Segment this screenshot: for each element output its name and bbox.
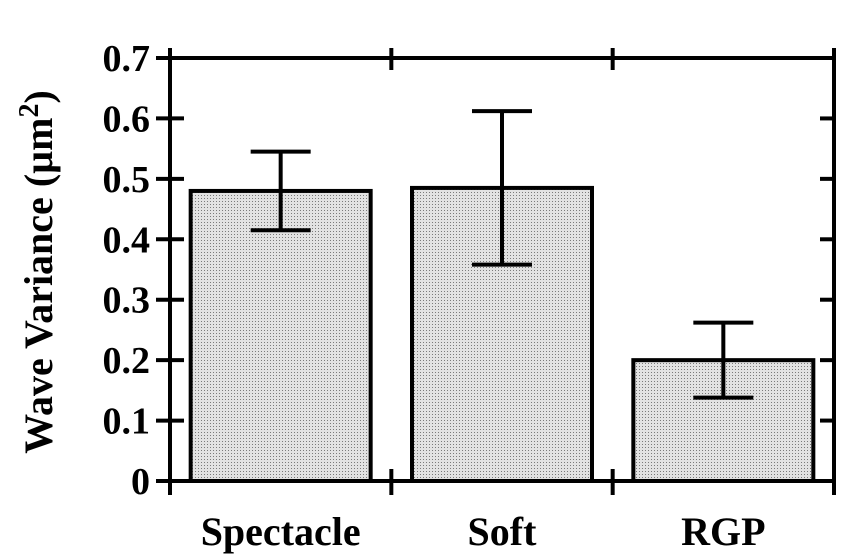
y-tick-label: 0.1 (103, 401, 151, 443)
plot-frame (168, 56, 836, 483)
y-tick-label: 0 (131, 461, 150, 503)
y-tick-label: 0.5 (103, 159, 151, 201)
plot-area: Spectacle Soft RGP 0 0.1 0.2 0.3 0.4 0.5 0.6 0.7 (103, 38, 836, 554)
x-tick-label-rgp: RGP (681, 509, 765, 554)
x-tick-label-soft: Soft (468, 509, 538, 554)
y-axis-title-close: ) (16, 90, 61, 103)
x-tick-label-spectacle: Spectacle (201, 509, 361, 554)
y-tick-label: 0.3 (103, 280, 151, 322)
y-tick-label: 0.2 (103, 340, 151, 382)
y-axis-title: Wave Variance (µm2) (14, 90, 61, 454)
y-axis-title-text: Wave Variance (µm (16, 117, 61, 453)
y-tick-label: 0.6 (103, 98, 151, 140)
y-tick-label: 0.4 (103, 219, 151, 261)
bar-spectacle (188, 188, 373, 483)
y-tick-label: 0.7 (103, 38, 151, 80)
y-axis-title-superscript: 2 (14, 103, 45, 117)
